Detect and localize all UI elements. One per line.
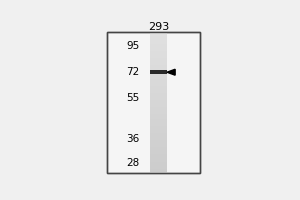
Bar (150, 34, 167, 36)
Bar (150, 145, 167, 147)
Bar (150, 84, 167, 86)
Bar (150, 121, 167, 124)
Bar (150, 159, 167, 162)
Bar (150, 65, 167, 67)
Bar (150, 93, 167, 95)
Bar (150, 140, 167, 143)
Bar (150, 152, 167, 154)
Bar (150, 162, 167, 164)
Bar (107, 32, 200, 173)
Bar (150, 69, 167, 72)
Text: 72: 72 (127, 67, 140, 77)
Bar (150, 143, 167, 145)
Bar (150, 136, 167, 138)
Bar (150, 55, 167, 58)
Bar (150, 32, 167, 34)
Bar (150, 100, 167, 103)
Bar (150, 112, 167, 114)
Bar (150, 164, 167, 166)
Text: 293: 293 (148, 22, 169, 32)
Bar (150, 91, 167, 93)
Bar (150, 77, 167, 79)
Text: 55: 55 (127, 93, 140, 103)
Text: 36: 36 (127, 134, 140, 144)
Bar (150, 41, 167, 44)
Bar (150, 98, 167, 100)
Bar (150, 110, 167, 112)
Bar (150, 86, 167, 88)
Bar (150, 105, 167, 107)
Bar (150, 166, 167, 169)
Bar (150, 81, 167, 84)
Bar (150, 70, 167, 74)
Bar (150, 95, 167, 98)
Bar (150, 147, 167, 150)
Bar (107, 32, 200, 173)
Bar (150, 62, 167, 65)
Bar (150, 36, 167, 39)
Bar (150, 67, 167, 69)
Bar (150, 117, 167, 119)
Bar (150, 131, 167, 133)
Bar (150, 46, 167, 48)
Bar (150, 39, 167, 41)
Bar (150, 53, 167, 55)
Bar (150, 138, 167, 140)
Bar (150, 129, 167, 131)
Text: 28: 28 (127, 158, 140, 168)
Bar (150, 169, 167, 171)
Bar (150, 150, 167, 152)
Bar (150, 154, 167, 157)
Bar (150, 44, 167, 46)
Bar (150, 58, 167, 60)
Bar (150, 60, 167, 62)
Bar (150, 119, 167, 121)
Bar (150, 72, 167, 74)
Polygon shape (167, 69, 175, 75)
Bar (150, 114, 167, 117)
Text: 95: 95 (127, 41, 140, 51)
Bar (150, 48, 167, 51)
Bar (150, 107, 167, 110)
Bar (150, 74, 167, 77)
Bar (150, 157, 167, 159)
Bar (150, 88, 167, 91)
Bar (150, 126, 167, 129)
Bar (150, 171, 167, 173)
Bar (150, 51, 167, 53)
Bar (150, 79, 167, 81)
Bar (150, 124, 167, 126)
Bar (150, 133, 167, 136)
Bar (150, 103, 167, 105)
